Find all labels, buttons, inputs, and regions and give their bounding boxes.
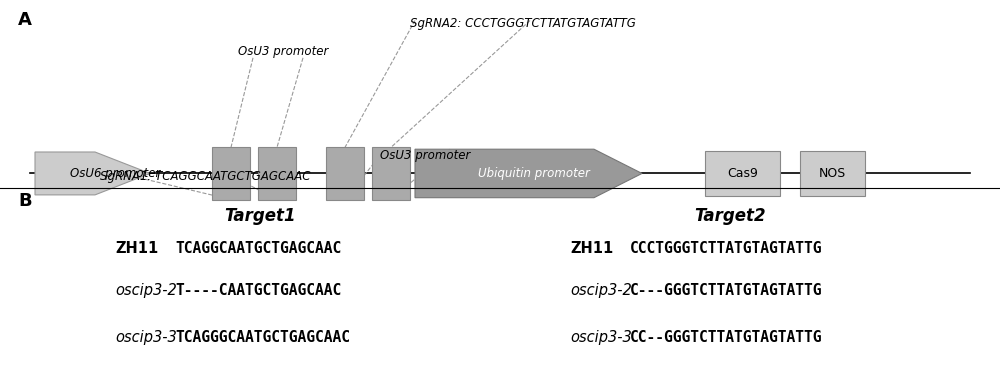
FancyArrow shape: [35, 152, 150, 195]
Text: oscip3-2: oscip3-2: [570, 283, 632, 298]
FancyBboxPatch shape: [800, 151, 865, 196]
FancyArrow shape: [415, 149, 642, 198]
Text: SgRNA1: TCAGGCAATGCTGAGCAAC: SgRNA1: TCAGGCAATGCTGAGCAAC: [100, 170, 310, 183]
FancyBboxPatch shape: [705, 151, 780, 196]
FancyBboxPatch shape: [212, 147, 250, 200]
Text: OsU3 promoter: OsU3 promoter: [380, 149, 470, 162]
Text: T----CAATGCTGAGCAAC: T----CAATGCTGAGCAAC: [175, 283, 341, 298]
Text: B: B: [18, 192, 32, 210]
Text: TCAGGCAATGCTGAGCAAC: TCAGGCAATGCTGAGCAAC: [175, 241, 341, 256]
Text: A: A: [18, 11, 32, 29]
Text: CC--GGGTCTTATGTAGTATTG: CC--GGGTCTTATGTAGTATTG: [630, 330, 822, 345]
Text: oscip3-3: oscip3-3: [570, 330, 632, 345]
Text: oscip3-2: oscip3-2: [115, 283, 177, 298]
Text: SgRNA2: CCCTGGGTCTTATGTAGTATTG: SgRNA2: CCCTGGGTCTTATGTAGTATTG: [410, 17, 636, 30]
Text: oscip3-3: oscip3-3: [115, 330, 177, 345]
FancyBboxPatch shape: [372, 147, 410, 200]
Text: Ubiquitin promoter: Ubiquitin promoter: [478, 167, 589, 180]
Text: Target2: Target2: [694, 207, 766, 225]
FancyBboxPatch shape: [326, 147, 364, 200]
Text: Target1: Target1: [224, 207, 296, 225]
Text: CCCTGGGTCTTATGTAGTATTG: CCCTGGGTCTTATGTAGTATTG: [630, 241, 822, 256]
FancyBboxPatch shape: [258, 147, 296, 200]
Text: ZH11: ZH11: [570, 241, 613, 256]
Text: NOS: NOS: [819, 167, 846, 180]
Text: C---GGGTCTTATGTAGTATTG: C---GGGTCTTATGTAGTATTG: [630, 283, 822, 298]
Text: ZH11: ZH11: [115, 241, 158, 256]
Text: Cas9: Cas9: [727, 167, 758, 180]
Text: TCAGGGCAATGCTGAGCAAC: TCAGGGCAATGCTGAGCAAC: [175, 330, 350, 345]
Text: OsU3 promoter: OsU3 promoter: [238, 45, 328, 58]
Text: OsU6 promoter: OsU6 promoter: [70, 167, 160, 180]
